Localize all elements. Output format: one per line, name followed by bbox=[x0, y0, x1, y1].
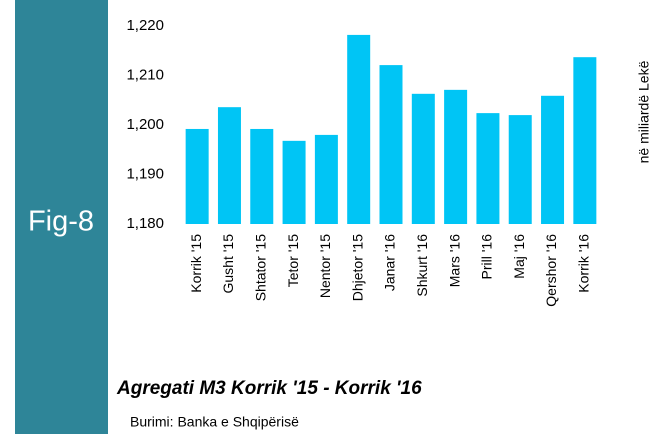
y-tick-label: 1,180 bbox=[126, 215, 164, 232]
bar bbox=[314, 134, 338, 224]
x-tick-label: Dhjetor '15 bbox=[349, 234, 365, 301]
bar bbox=[347, 34, 371, 224]
bar bbox=[444, 89, 468, 224]
y-tick-label: 1,190 bbox=[126, 165, 164, 182]
x-tick-label: Nentor '15 bbox=[317, 234, 333, 298]
x-tick-label: Prill '16 bbox=[479, 234, 495, 280]
bar bbox=[508, 115, 532, 224]
x-tick-label: Maj '16 bbox=[511, 234, 527, 279]
x-tick-label: Shtator '15 bbox=[252, 234, 268, 301]
source: Burimi: Banka e Shqipërisë bbox=[130, 414, 299, 430]
bar bbox=[250, 128, 274, 224]
x-tick-label: Korrik '15 bbox=[188, 234, 204, 293]
x-tick-label: Tetor '15 bbox=[285, 234, 301, 287]
x-tick-label: Qershor '16 bbox=[543, 234, 559, 307]
x-tick-label: Shkurt '16 bbox=[414, 234, 430, 297]
x-tick-label: Korrik '16 bbox=[576, 234, 592, 293]
bar bbox=[541, 95, 565, 224]
bar bbox=[282, 140, 306, 224]
x-tick-label: Mars '16 bbox=[446, 234, 462, 287]
figure-label: Fig-8 bbox=[28, 206, 94, 238]
x-tick-label: Gusht '15 bbox=[220, 234, 236, 294]
y-tick-label: 1,220 bbox=[126, 17, 164, 34]
y-tick-label: 1,210 bbox=[126, 66, 164, 83]
x-tick-label: Janar '16 bbox=[382, 234, 398, 291]
sidebar bbox=[15, 0, 108, 434]
bar bbox=[217, 107, 241, 224]
bar bbox=[573, 57, 597, 225]
bar bbox=[476, 113, 500, 224]
bar bbox=[379, 65, 403, 224]
chart-title: Agregati M3 Korrik '15 - Korrik '16 bbox=[116, 378, 422, 399]
y-axis-label: në miliardë Lekë bbox=[636, 60, 652, 163]
bar bbox=[411, 93, 435, 224]
y-tick-label: 1,200 bbox=[126, 116, 164, 133]
bar bbox=[185, 128, 209, 224]
